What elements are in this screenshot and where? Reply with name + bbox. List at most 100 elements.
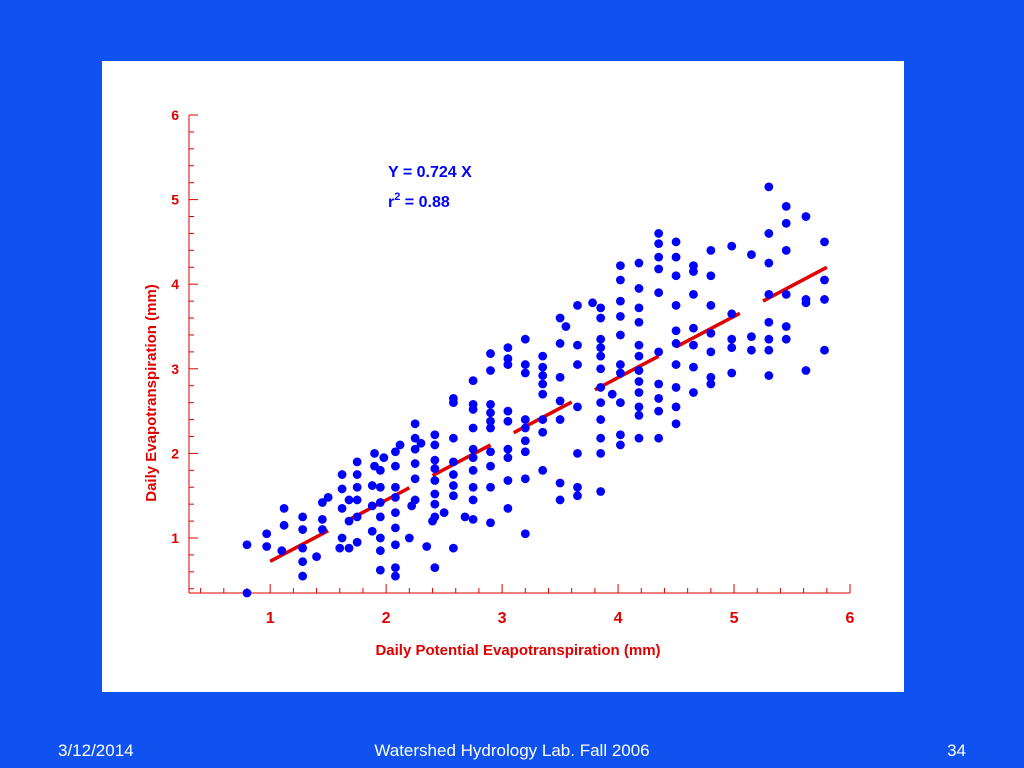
data-point [596,487,606,496]
data-point [449,457,458,467]
data-point [706,328,716,338]
data-point [764,229,774,238]
x-tick-label: 1 [266,610,275,627]
data-point [430,489,440,499]
data-point [671,300,681,310]
data-point [596,313,606,323]
data-point [391,461,400,471]
data-point [449,394,458,403]
data-point [615,275,625,285]
data-point [323,493,333,502]
data-point [503,444,513,454]
r-squared-value: = 0.88 [400,194,449,211]
data-point [781,322,791,331]
y-tick-label: 6 [171,107,179,123]
data-point [430,476,440,485]
data-point [298,525,308,534]
data-point [367,481,377,490]
data-point [352,495,362,505]
data-point [820,237,829,247]
data-point [555,415,565,424]
data-point [727,334,737,344]
data-point [689,362,698,372]
data-point [607,389,617,399]
data-point [430,563,440,573]
data-point [404,533,414,543]
data-point [615,330,625,340]
data-point [634,433,644,443]
data-point [317,525,327,534]
data-point [764,182,774,192]
data-point [430,455,440,465]
data-point [634,258,644,268]
y-axis-label: Daily Evapotranspiration (mm) [143,284,160,502]
data-point [352,470,362,479]
data-point [671,271,681,281]
data-point [468,495,478,505]
y-tick-label: 2 [171,445,179,461]
data-point [747,345,756,355]
data-point [706,372,716,382]
fit-segment [762,265,828,303]
data-point [689,323,698,333]
fit-equation: Y = 0.724 X [388,164,472,181]
data-point [337,533,347,543]
data-point [468,376,478,386]
x-tick-label: 5 [730,610,739,627]
data-point [573,360,582,369]
data-point [555,372,565,382]
data-point [573,491,582,501]
data-point [588,298,597,308]
data-point [391,508,400,518]
scatter-chart: 1 2 3 4 5 6 1 2 3 4 5 6 Daily Potential Evapotransp… [143,107,855,659]
data-point [764,258,774,268]
data-point [555,313,565,323]
data-point [727,241,737,251]
data-point [298,557,308,567]
data-point [747,250,756,259]
data-point [520,360,530,369]
data-point [335,543,345,553]
data-point [430,512,440,522]
data-point [573,482,582,492]
data-point [801,366,811,375]
data-point [486,461,495,471]
data-point [391,540,400,550]
data-point [449,481,458,490]
data-point [486,518,495,528]
data-point [654,229,664,238]
data-point [538,362,548,372]
data-point [298,571,308,581]
data-point [615,430,625,440]
data-point [615,368,625,378]
data-point [689,340,698,350]
data-point [520,423,530,433]
data-point [596,383,606,392]
data-point [375,533,385,543]
data-point [410,495,420,505]
data-point [820,295,829,304]
data-point [747,332,756,342]
data-point [520,368,530,378]
data-point [727,368,737,378]
data-point [654,239,664,248]
data-point [486,423,495,433]
x-tick-label: 4 [614,610,623,627]
data-point [706,300,716,310]
data-point [538,427,548,437]
data-point [391,493,400,502]
data-point [503,343,513,353]
data-point [503,406,513,416]
data-point [375,498,385,507]
data-point [312,552,321,562]
data-point [764,317,774,327]
data-point [468,444,478,454]
data-point [344,543,354,553]
data-point [298,543,308,553]
data-point [764,345,774,355]
data-point [395,440,405,450]
slide-page-number: 34 [947,741,966,760]
data-point [671,383,681,392]
data-point [706,245,716,255]
chart-axes: 1 2 3 4 5 6 1 2 3 4 5 6 [171,107,854,627]
